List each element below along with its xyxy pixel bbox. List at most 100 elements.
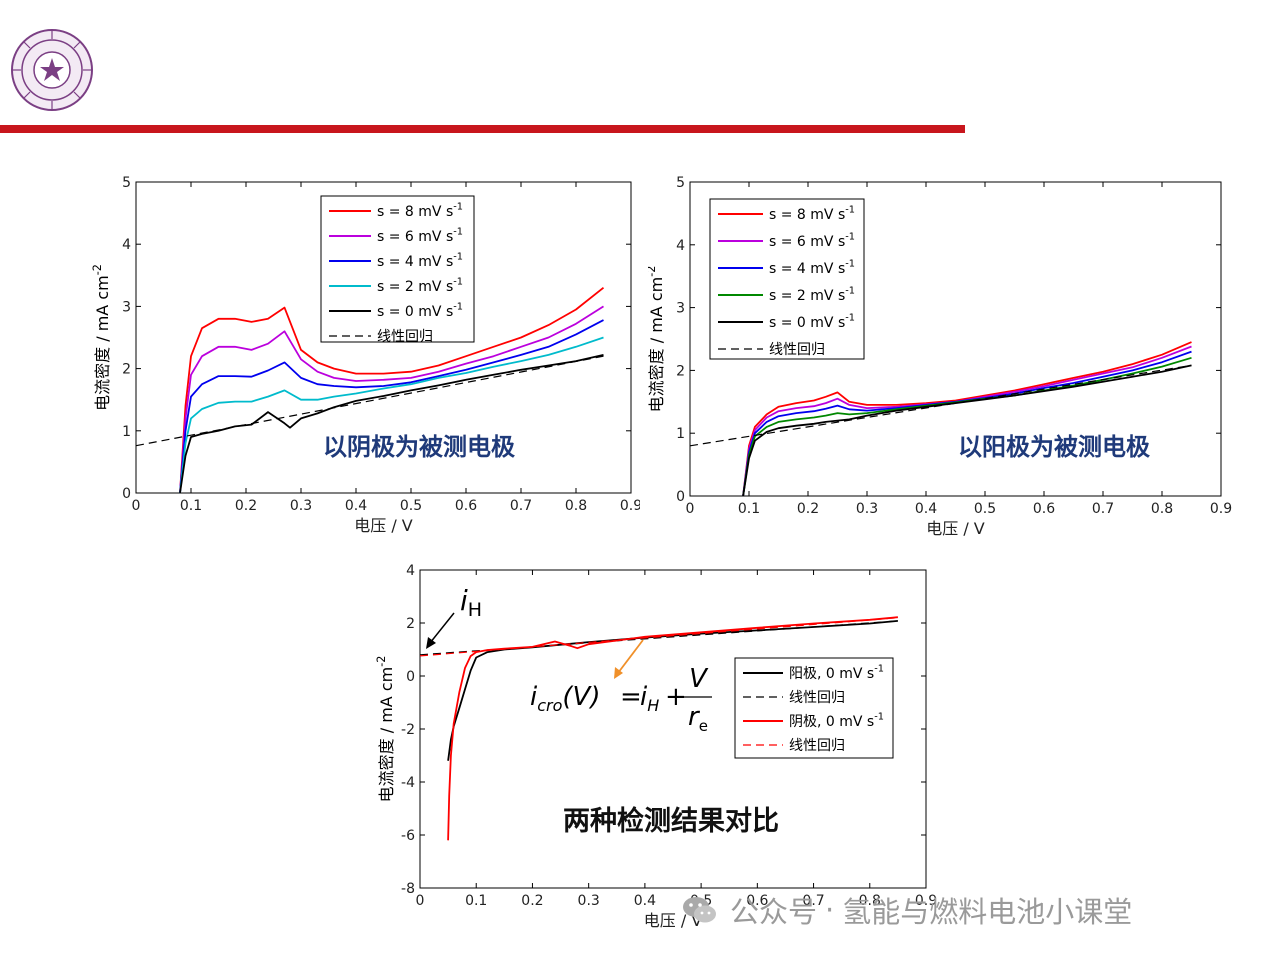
x-tick-label: 0.6	[455, 498, 477, 514]
formula-rhs: iH	[640, 682, 659, 715]
y-axis-label: 电流密度 / mA cm-2	[375, 656, 396, 803]
legend-label-0: s = 8 mV s-1	[377, 202, 463, 220]
x-tick-label: 0.7	[1092, 501, 1114, 517]
x-tick-label: 0.5	[974, 501, 996, 517]
series-group	[690, 341, 1192, 496]
y-tick-label: 5	[122, 175, 131, 191]
y-tick-label: 0	[122, 486, 131, 502]
y-tick-label: 0	[676, 489, 685, 505]
series-line-1	[742, 345, 1192, 496]
y-tick-label: 2	[676, 363, 685, 379]
y-tick-label: 4	[676, 238, 685, 254]
legend-label-0: s = 8 mV s-1	[769, 205, 855, 223]
y-tick-label: 4	[406, 563, 415, 579]
x-tick-label: 0	[686, 501, 695, 517]
y-axis-label: 电流密度 / mA cm-2	[648, 266, 666, 413]
y-tick-label: -4	[401, 775, 415, 791]
formula-arrow-line	[617, 639, 644, 674]
watermark-text-a: 公众号	[730, 895, 818, 929]
y-tick-label: 0	[406, 669, 415, 685]
header-accent-bar	[0, 125, 965, 133]
formula: icro(V) =iH +Vre	[530, 664, 712, 735]
x-tick-label: 0.9	[620, 498, 640, 514]
y-axis-label-group: 电流密度 / mA cm-2	[375, 656, 396, 803]
x-tick-label: 0.3	[578, 893, 600, 909]
ih-label: iH	[460, 584, 482, 621]
watermark-text-b: 氢能与燃料电池小课堂	[842, 895, 1133, 929]
y-axis-label: 电流密度 / mA cm-2	[91, 264, 112, 411]
series-line-3	[742, 356, 1192, 496]
series-line-3	[420, 617, 898, 657]
x-tick-label: 0	[132, 498, 141, 514]
formula-eq: =	[620, 682, 642, 712]
series-line-5	[690, 364, 1192, 447]
x-tick-label: 0.1	[738, 501, 760, 517]
formula-numerator: V	[689, 664, 709, 694]
legend-label-1: s = 6 mV s-1	[377, 227, 463, 245]
legend-label-4: s = 0 mV s-1	[769, 313, 855, 331]
x-tick-label: 0.1	[180, 498, 202, 514]
legend-label-2: s = 4 mV s-1	[769, 259, 855, 277]
x-axis-label: 电压 / V	[926, 519, 985, 538]
chart-anode: 0 0.1 0.2 0.3 0.4 0.5 0.6 0.7 0.8 0.9 0 1 2 3 4 5 电压 / V…	[648, 175, 1232, 538]
legend-box	[320, 195, 475, 343]
x-tick-label: 0.2	[797, 501, 819, 517]
chart-annotation: 两种检测结果对比	[563, 805, 779, 837]
series-line-2	[447, 616, 898, 841]
x-tick-label: 0.6	[1033, 501, 1055, 517]
series-line-0	[179, 286, 605, 493]
x-tick-label: 0.1	[465, 893, 487, 909]
legend-label-3: 线性回归	[789, 737, 845, 754]
y-tick-label: 1	[676, 426, 685, 442]
formula-arrow-head	[614, 667, 623, 679]
x-tick-label: 0.2	[235, 498, 257, 514]
x-tick-label: 0	[416, 893, 425, 909]
y-axis-label-group: 电流密度 / mA cm-2	[648, 266, 666, 413]
y-tick-label: 2	[406, 616, 415, 632]
legend-box	[709, 198, 865, 360]
x-tick-label: 0.3	[290, 498, 312, 514]
series-line-5	[136, 355, 604, 447]
series-line-4	[179, 354, 604, 493]
ih-arrow-line	[429, 612, 455, 644]
formula-lhs: icro(V)	[530, 682, 600, 715]
series-line-1	[179, 305, 604, 493]
legend-label-1: 线性回归	[789, 689, 845, 706]
legend-box	[734, 657, 894, 759]
university-logo	[11, 29, 93, 111]
y-axis-label-group: 电流密度 / mA cm-2	[91, 264, 112, 411]
y-tick-label: -2	[401, 722, 415, 738]
series-group	[420, 616, 898, 841]
x-tick-label: 0.5	[400, 498, 422, 514]
y-tick-label: 5	[676, 175, 685, 191]
legend-label-5: 线性回归	[377, 328, 433, 345]
legend-label-3: s = 2 mV s-1	[769, 286, 855, 304]
legend-label-2: s = 4 mV s-1	[377, 252, 463, 270]
series-group	[136, 286, 605, 493]
x-axis-label: 电压 / V	[644, 911, 703, 930]
series-line-0	[742, 341, 1192, 496]
series-line-3	[179, 336, 604, 493]
x-axis-label: 电压 / V	[354, 516, 413, 535]
chart-cathode: 0 0.1 0.2 0.3 0.4 0.5 0.6 0.7 0.8 0.9 0 1 2 3 4 5 电压 / V…	[91, 175, 640, 535]
series-line-2	[742, 350, 1192, 496]
y-tick-label: 2	[122, 362, 131, 378]
x-tick-label: 0.4	[634, 893, 656, 909]
series-line-4	[742, 364, 1192, 496]
x-tick-label: 0.7	[802, 893, 824, 909]
x-tick-label: 0.4	[345, 498, 367, 514]
x-tick-label: 0.9	[915, 893, 936, 909]
y-tick-label: -6	[401, 828, 415, 844]
formula-plus: +	[665, 682, 687, 712]
x-tick-label: 0.2	[521, 893, 543, 909]
y-tick-label: 1	[122, 424, 131, 440]
x-tick-label: 0.8	[1151, 501, 1173, 517]
y-tick-label: -8	[401, 881, 415, 897]
x-tick-label: 0.6	[746, 893, 768, 909]
x-tick-label: 0.7	[510, 498, 532, 514]
legend-label-0: 阳极, 0 mV s-1	[789, 664, 884, 682]
legend-label-4: s = 0 mV s-1	[377, 302, 463, 320]
y-tick-label: 3	[122, 299, 131, 315]
y-tick-label: 4	[122, 237, 131, 253]
x-tick-label: 0.9	[1210, 501, 1232, 517]
